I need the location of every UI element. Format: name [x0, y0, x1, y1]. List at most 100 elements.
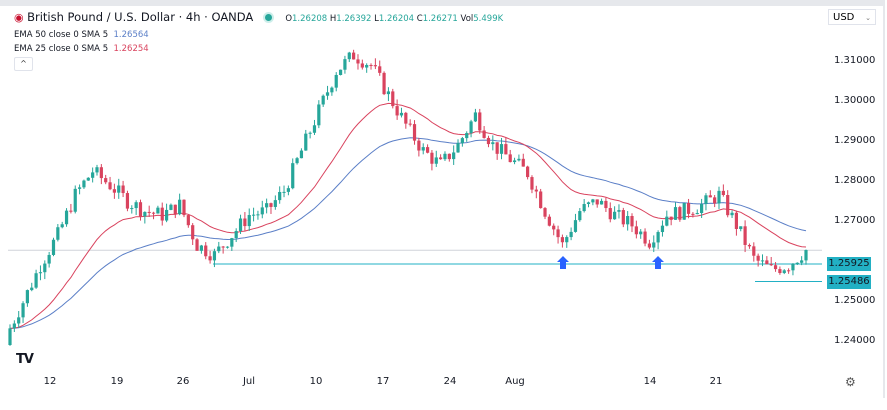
symbol-title[interactable]: British Pound / U.S. Dollar · 4h · OANDA [27, 10, 254, 24]
indicator-ema50[interactable]: EMA 50 close 0 SMA 5 1.26564 [14, 30, 149, 40]
candle-body [565, 237, 569, 243]
candle-body [230, 238, 234, 247]
indicator-ema25[interactable]: EMA 25 close 0 SMA 5 1.26254 [14, 44, 149, 54]
candle-body [634, 226, 638, 235]
candle-body [99, 167, 103, 179]
price-tick: 1.27000 [834, 215, 876, 226]
candle-body [143, 211, 147, 217]
candle-body [552, 225, 556, 230]
candle-body [173, 204, 177, 215]
candle-body [282, 191, 286, 193]
candle-body [391, 91, 395, 107]
candle-body [251, 214, 256, 216]
candle-body [704, 195, 708, 204]
candle-body [178, 199, 182, 215]
candle-body [117, 185, 121, 193]
candle-body [791, 263, 795, 271]
candle-body [404, 112, 408, 124]
candle-body [21, 303, 25, 318]
candle-body [378, 66, 382, 73]
candle-body [347, 52, 351, 60]
candle-body [743, 226, 747, 245]
candle-body [395, 106, 399, 116]
candle-body [273, 200, 277, 207]
candle-body [599, 200, 604, 205]
candle-body [182, 199, 186, 216]
settings-gear-icon[interactable]: ⚙ [845, 375, 856, 389]
candle-body [560, 237, 565, 243]
candle-body [147, 211, 151, 213]
market-status-dot [264, 14, 272, 21]
tradingview-logo[interactable]: TV [16, 352, 34, 367]
candle-body [260, 207, 264, 215]
candle-body [678, 207, 682, 220]
candle-body [47, 254, 51, 264]
time-tick: Aug [505, 376, 525, 387]
candle-body [526, 166, 530, 178]
candle-body [586, 202, 591, 205]
candle-body [591, 199, 595, 203]
candle-body [491, 142, 495, 145]
candle-body [156, 207, 160, 214]
candle-body [739, 226, 743, 230]
currency-selector[interactable]: USD ⌄ [828, 9, 876, 25]
candle-body [86, 177, 90, 181]
candle-body [521, 158, 525, 167]
price-tick: 1.25000 [834, 295, 876, 306]
candle-body [234, 230, 238, 239]
candle-body [495, 142, 499, 154]
collapse-legend-button[interactable]: ^ [14, 57, 33, 71]
candle-body [69, 210, 73, 212]
candle-body [782, 270, 786, 274]
candle-body [343, 59, 347, 70]
candle-body [665, 216, 669, 226]
chevron-down-icon: ⌄ [865, 14, 871, 22]
candle-body [626, 216, 630, 225]
candle-body [769, 264, 773, 266]
candle-body [199, 245, 203, 251]
candle-body [713, 197, 717, 204]
candle-body [334, 74, 338, 88]
candle-body [656, 232, 660, 243]
candle-body [212, 251, 217, 261]
candle-body [604, 200, 608, 209]
time-tick: 10 [309, 376, 323, 387]
candle-body [225, 246, 230, 248]
candle-body [34, 273, 38, 288]
candle-body [217, 246, 221, 252]
candle-body [608, 208, 612, 220]
candle-body [482, 130, 486, 138]
candle-body [291, 163, 295, 189]
candle-body [543, 208, 547, 217]
arrow-up-icon [652, 256, 664, 269]
candle-body [160, 207, 164, 221]
candle-body [425, 147, 430, 153]
candle-body [356, 59, 360, 64]
candle-body [38, 272, 43, 274]
candle-body [765, 260, 769, 265]
candle-body [421, 147, 425, 151]
candle-body [104, 178, 108, 183]
candle-body [169, 204, 173, 210]
candle-body [473, 112, 478, 122]
candle-body [447, 153, 451, 160]
level-tag-1: 1.25925 [827, 257, 871, 271]
candle-body [721, 190, 725, 196]
candle-body [60, 224, 64, 228]
candle-body [643, 231, 647, 244]
ohlc-values: O1.26208 H1.26392 L1.26204 C1.26271 Vol5… [285, 14, 504, 24]
candle-body [247, 215, 251, 227]
time-tick: 17 [376, 376, 390, 387]
candle-body [452, 152, 456, 160]
candle-body [412, 124, 417, 141]
candle-body [373, 65, 377, 67]
candle-body [125, 193, 130, 209]
candle-body [708, 195, 712, 198]
candle-body [77, 187, 82, 189]
candle-body [652, 242, 656, 248]
price-tick: 1.29000 [834, 135, 876, 146]
candle-body [278, 191, 282, 201]
candle-body [369, 64, 373, 66]
